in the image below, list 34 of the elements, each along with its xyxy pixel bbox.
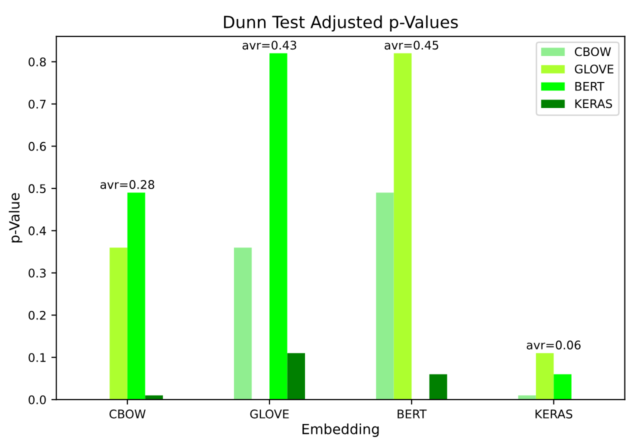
bar	[554, 374, 572, 400]
bar	[234, 248, 252, 400]
x-tick-label: CBOW	[110, 410, 146, 418]
y-tick-label: 0.6	[28, 142, 46, 151]
annotation: avr=0.43	[242, 40, 296, 50]
x-tick-label: KERAS	[536, 410, 572, 418]
y-axis-title: p-Value	[8, 193, 22, 242]
bar	[269, 53, 288, 400]
x-tick-label: GLOVE	[250, 410, 289, 418]
y-tick-label: 0.3	[28, 268, 46, 278]
bar	[127, 192, 146, 400]
x-axis-title: Embedding	[302, 424, 379, 437]
y-tick-label: 0.1	[28, 353, 46, 362]
legend-label: CBOW	[574, 47, 611, 56]
legend-label: BERT	[575, 82, 604, 91]
y-tick-label: 0.2	[28, 310, 46, 320]
annotation: avr=0.06	[526, 340, 581, 350]
chart-title: Dunn Test Adjusted p-Values	[224, 15, 458, 32]
bar	[287, 353, 306, 400]
legend-label: KERAS	[575, 99, 612, 108]
annotation: avr=0.45	[384, 40, 438, 50]
bar	[394, 53, 412, 400]
y-tick-label: 0.0	[28, 395, 46, 404]
x-tick-label: BERT	[398, 410, 427, 418]
bar	[376, 192, 394, 400]
bar	[110, 248, 128, 400]
y-tick-label: 0.7	[28, 100, 46, 109]
y-tick-label: 0.4	[28, 226, 46, 236]
annotation: avr=0.28	[100, 180, 154, 189]
y-tick-label: 0.5	[28, 184, 46, 194]
bar	[429, 374, 448, 400]
bar	[536, 353, 554, 400]
y-tick-label: 0.8	[28, 57, 46, 66]
legend-label: GLOVE	[574, 64, 614, 74]
